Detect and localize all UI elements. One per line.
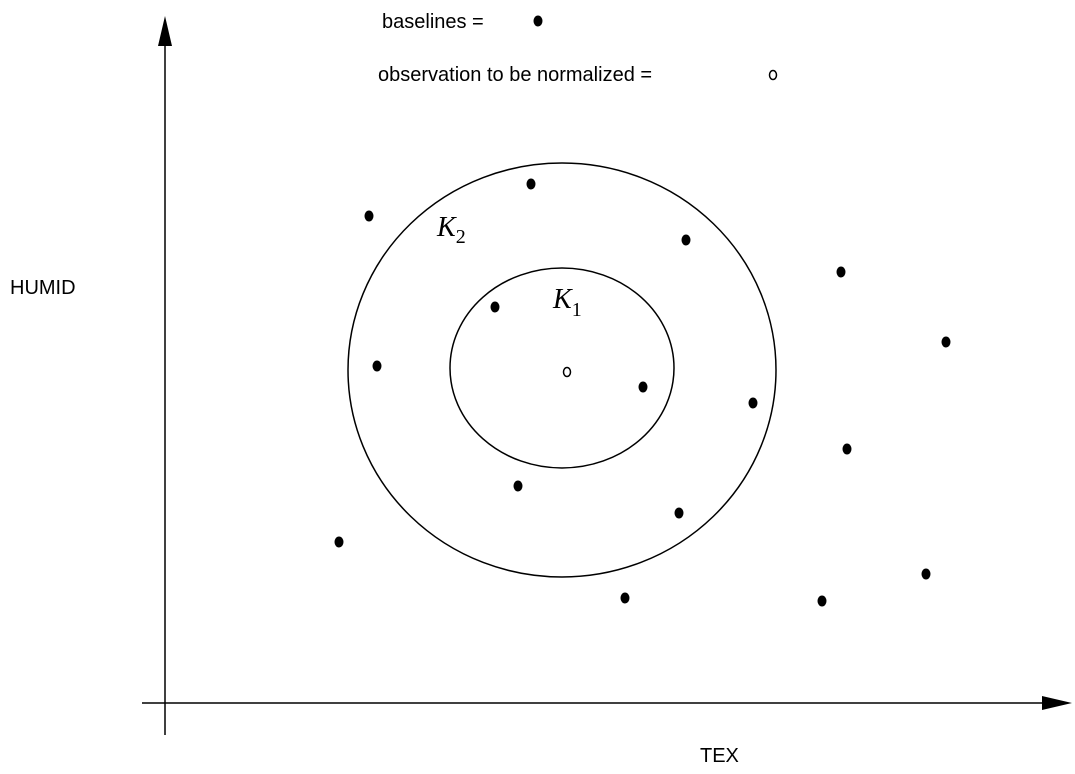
baseline-point <box>921 568 931 580</box>
observation-point <box>562 366 572 378</box>
baseline-point <box>681 234 691 246</box>
baseline-point <box>372 360 382 372</box>
y-axis <box>158 16 172 735</box>
inner-ring-label: K1 <box>552 284 582 321</box>
outer-ring-label: K2 <box>436 212 466 248</box>
baseline-point <box>836 266 846 278</box>
baseline-point <box>490 301 500 313</box>
baseline-point <box>513 480 523 492</box>
baseline-point <box>364 210 374 222</box>
baseline-point <box>526 178 536 190</box>
inner-ring-letter: K <box>552 284 573 315</box>
baseline-point <box>674 507 684 519</box>
outer-ring-k2 <box>347 162 777 578</box>
legend-baselines-label: baselines = <box>382 11 484 33</box>
baseline-point <box>620 592 630 604</box>
inner-ring-subscript: 1 <box>572 299 582 321</box>
inner-ring-k1 <box>449 267 675 469</box>
baseline-point <box>334 536 344 548</box>
baseline-point <box>842 443 852 455</box>
baseline-points <box>334 178 951 607</box>
x-axis-arrow <box>1042 696 1072 710</box>
baseline-point <box>941 336 951 348</box>
outer-ring-subscript: 2 <box>456 226 466 248</box>
outer-ring-letter: K <box>436 212 457 243</box>
y-axis-arrow <box>158 16 172 46</box>
legend: baselines = observation to be normalized… <box>378 11 778 86</box>
baseline-point <box>817 595 827 607</box>
x-axis <box>142 696 1072 710</box>
baseline-point <box>638 381 648 393</box>
baseline-point <box>748 397 758 409</box>
y-axis-label: HUMID <box>10 277 76 299</box>
x-axis-label: TEX <box>700 745 739 767</box>
legend-baseline-marker <box>533 15 543 27</box>
legend-observation-label: observation to be normalized = <box>378 64 652 86</box>
legend-observation-marker <box>768 69 778 81</box>
